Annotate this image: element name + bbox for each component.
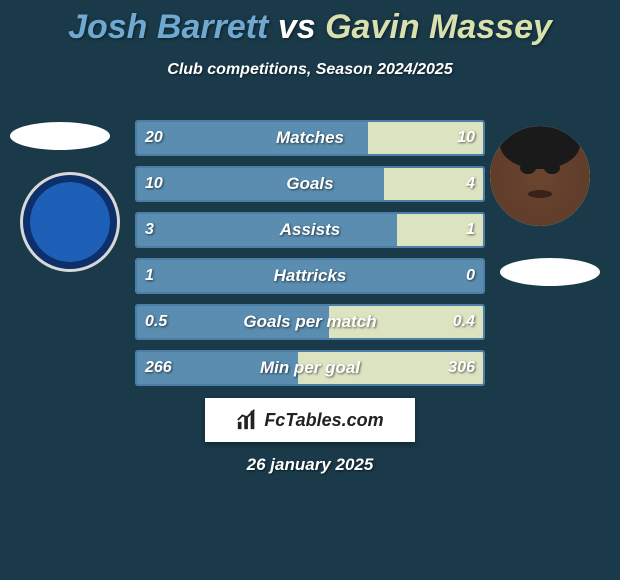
player-left-club-badge (20, 172, 120, 272)
brand-box[interactable]: FcTables.com (205, 398, 415, 442)
bar-row: 10Hattricks (135, 258, 485, 294)
player-right-photo (490, 126, 590, 226)
comparison-bars: 2010Matches 104Goals 31Assists 10Hattricks 0… (135, 120, 485, 396)
bar-row: 266306Min per goal (135, 350, 485, 386)
chart-icon (236, 409, 258, 431)
bar-row: 31Assists (135, 212, 485, 248)
player-left-photo-placeholder (10, 122, 110, 150)
bar-label: Goals (137, 168, 483, 200)
bar-label: Min per goal (137, 352, 483, 384)
bar-row: 2010Matches (135, 120, 485, 156)
face-icon (490, 126, 590, 226)
bar-label: Assists (137, 214, 483, 246)
vs-word: vs (278, 8, 316, 46)
player-left-name: Josh Barrett (68, 8, 268, 46)
date-line: 26 january 2025 (0, 455, 620, 475)
bar-row: 104Goals (135, 166, 485, 202)
bar-label: Goals per match (137, 306, 483, 338)
bar-label: Hattricks (137, 260, 483, 292)
comparison-title: Josh Barrett vs Gavin Massey (0, 0, 620, 47)
player-right-club-placeholder (500, 258, 600, 286)
brand-text: FcTables.com (264, 410, 383, 431)
bar-label: Matches (137, 122, 483, 154)
bar-row: 0.50.4Goals per match (135, 304, 485, 340)
subtitle: Club competitions, Season 2024/2025 (0, 61, 620, 79)
player-right-name: Gavin Massey (325, 8, 552, 46)
